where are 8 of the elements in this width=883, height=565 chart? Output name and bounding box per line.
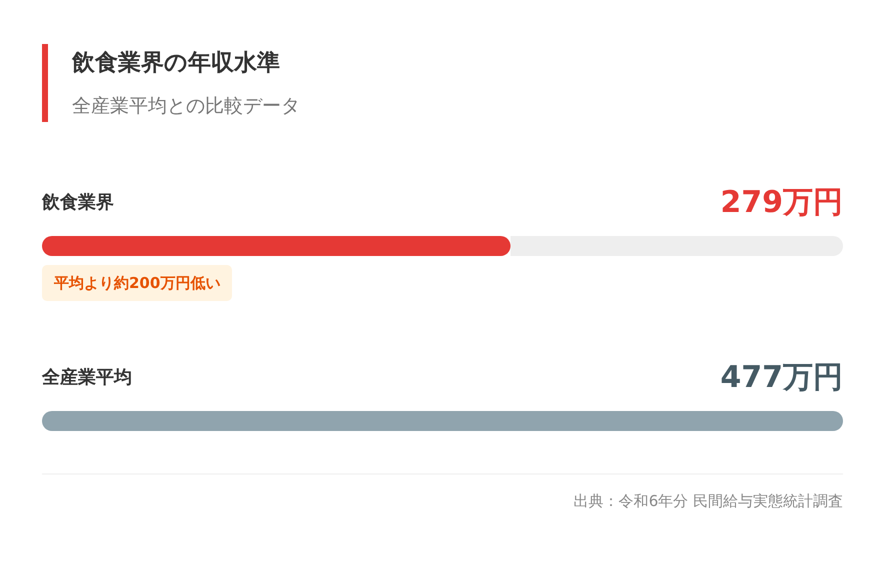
chart-title: 飲食業界の年収水準 bbox=[71, 50, 280, 76]
source-note: 出典：令和6年分 民間給与実態統計調査 bbox=[574, 492, 843, 510]
data-label: 279万円 bbox=[720, 185, 843, 220]
annotation: 平均より約200万円低い bbox=[42, 265, 232, 301]
chart-subtitle: 全産業平均との比較データ bbox=[72, 95, 300, 117]
data-label: 477万円 bbox=[720, 360, 843, 395]
y-tick-label: 全産業平均 bbox=[41, 367, 132, 388]
y-tick-label: 飲食業界 bbox=[41, 192, 114, 213]
